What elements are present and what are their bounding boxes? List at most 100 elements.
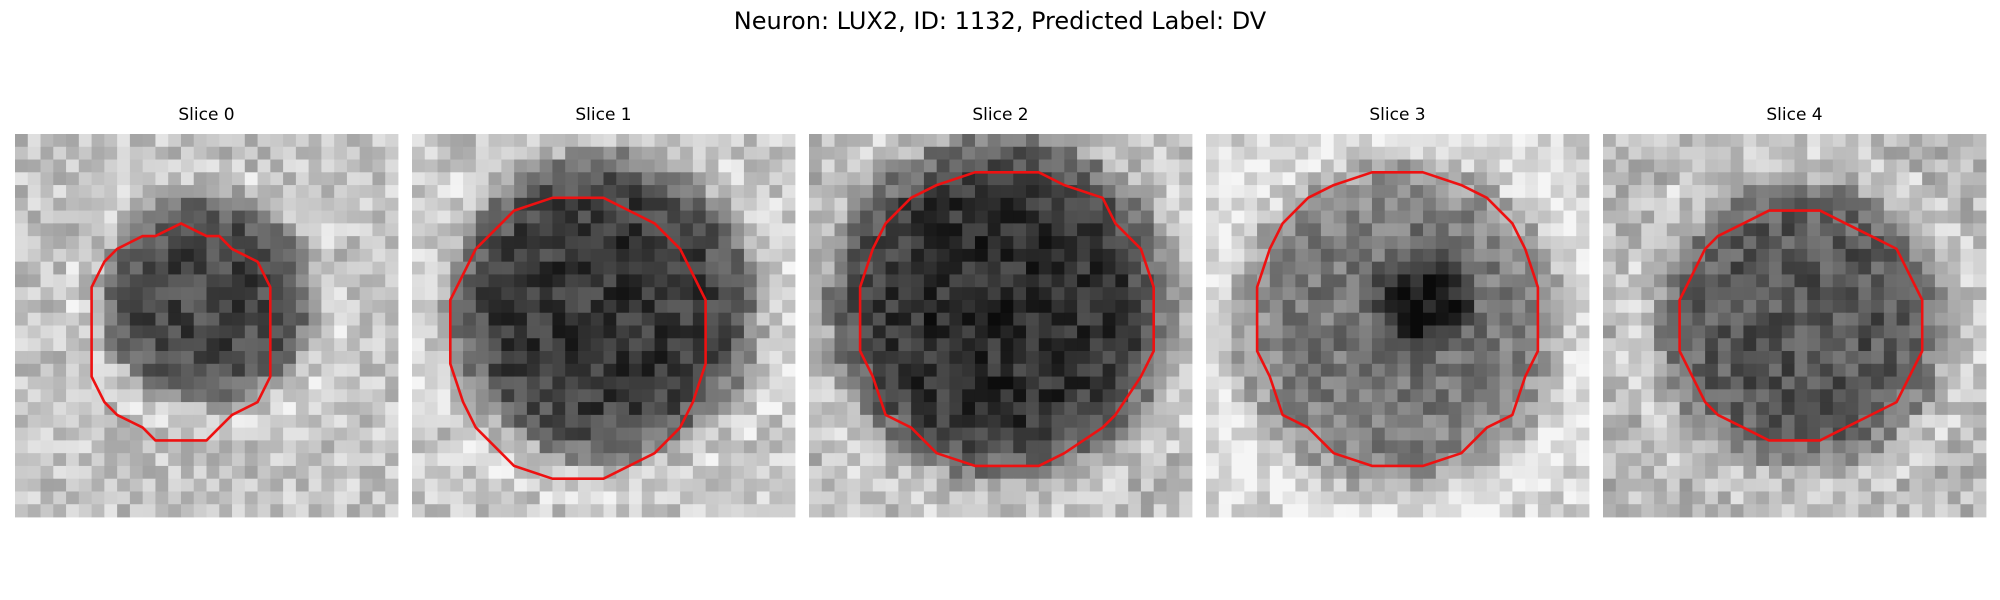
pixel bbox=[27, 504, 41, 518]
pixel bbox=[1858, 491, 1872, 505]
pixel bbox=[1333, 427, 1347, 441]
pixel bbox=[1692, 453, 1706, 467]
pixel bbox=[1179, 261, 1193, 275]
pixel bbox=[1499, 402, 1513, 416]
pixel bbox=[104, 351, 118, 365]
pixel bbox=[1550, 261, 1564, 275]
pixel bbox=[1179, 312, 1193, 326]
pixel bbox=[117, 414, 131, 429]
pixel bbox=[1654, 299, 1668, 314]
pixel bbox=[437, 274, 451, 288]
pixel bbox=[1896, 440, 1910, 454]
pixel bbox=[1934, 312, 1949, 326]
pixel bbox=[514, 440, 528, 454]
pixel bbox=[654, 389, 668, 403]
pixel bbox=[731, 440, 745, 454]
pixel bbox=[552, 427, 566, 441]
pixel bbox=[244, 312, 258, 326]
pixel bbox=[949, 465, 963, 480]
pixel bbox=[78, 376, 92, 390]
pixel bbox=[1934, 185, 1949, 199]
pixel bbox=[923, 146, 938, 160]
pixel bbox=[1499, 363, 1513, 377]
pixel bbox=[743, 389, 758, 403]
pixel bbox=[1896, 465, 1910, 480]
pixel bbox=[15, 223, 29, 237]
pixel bbox=[1563, 414, 1577, 429]
pixel bbox=[1179, 185, 1193, 199]
pixel bbox=[53, 172, 67, 186]
pixel bbox=[1794, 223, 1808, 237]
pixel bbox=[1525, 159, 1539, 173]
pixel bbox=[834, 453, 848, 467]
pixel bbox=[1013, 389, 1027, 403]
pixel bbox=[949, 236, 963, 250]
pixel bbox=[565, 134, 579, 148]
pixel bbox=[1461, 427, 1475, 441]
pixel bbox=[1448, 414, 1462, 429]
pixel bbox=[1308, 351, 1322, 365]
pixel bbox=[1308, 236, 1322, 250]
pixel bbox=[1525, 427, 1539, 441]
pixel bbox=[475, 210, 489, 224]
pixel bbox=[1807, 478, 1821, 492]
pixel bbox=[1115, 376, 1129, 390]
pixel bbox=[1615, 312, 1629, 326]
pixel bbox=[321, 134, 335, 148]
pixel bbox=[1140, 172, 1155, 186]
pixel bbox=[1166, 312, 1180, 326]
pixel bbox=[295, 185, 310, 199]
pixel bbox=[1115, 478, 1129, 492]
pixel bbox=[501, 248, 515, 263]
pixel bbox=[232, 465, 246, 480]
pixel bbox=[911, 210, 925, 224]
pixel bbox=[718, 338, 732, 352]
pixel bbox=[1077, 248, 1091, 263]
pixel bbox=[66, 478, 80, 492]
pixel bbox=[1038, 465, 1052, 480]
pixel bbox=[1128, 363, 1142, 377]
pixel bbox=[1666, 478, 1680, 492]
pixel bbox=[1743, 402, 1757, 416]
pixel bbox=[257, 465, 271, 480]
pixel bbox=[1102, 427, 1116, 441]
pixel bbox=[1858, 146, 1872, 160]
pixel bbox=[308, 440, 322, 454]
pixel bbox=[629, 427, 643, 441]
pixel bbox=[244, 363, 258, 377]
pixel bbox=[117, 325, 131, 339]
pixel bbox=[1166, 210, 1180, 224]
pixel bbox=[219, 376, 233, 390]
pixel bbox=[1730, 504, 1744, 518]
pixel bbox=[15, 478, 29, 492]
pixel bbox=[1064, 465, 1078, 480]
pixel bbox=[1820, 299, 1834, 314]
pixel bbox=[974, 504, 989, 518]
pixel bbox=[936, 146, 950, 160]
pixel bbox=[270, 299, 284, 314]
pixel bbox=[1077, 363, 1091, 377]
pixel bbox=[346, 197, 361, 211]
pixel bbox=[539, 453, 553, 467]
pixel bbox=[1832, 338, 1846, 352]
pixel bbox=[1179, 504, 1193, 518]
pixel bbox=[1845, 338, 1859, 352]
pixel bbox=[219, 159, 233, 173]
pixel bbox=[1871, 134, 1885, 148]
pixel bbox=[1115, 261, 1129, 275]
pixel bbox=[193, 504, 207, 518]
pixel bbox=[40, 504, 54, 518]
pixel bbox=[308, 261, 322, 275]
pixel bbox=[936, 363, 950, 377]
pixel bbox=[1576, 146, 1590, 160]
pixel bbox=[1474, 223, 1488, 237]
pixel bbox=[15, 210, 29, 224]
pixel bbox=[1883, 134, 1898, 148]
pixel bbox=[1679, 248, 1693, 263]
pixel bbox=[949, 185, 963, 199]
pixel bbox=[1960, 402, 1974, 416]
pixel bbox=[1922, 274, 1936, 288]
panel-title: Slice 0 bbox=[178, 105, 234, 125]
pixel bbox=[1320, 389, 1335, 403]
pixel bbox=[27, 402, 41, 416]
